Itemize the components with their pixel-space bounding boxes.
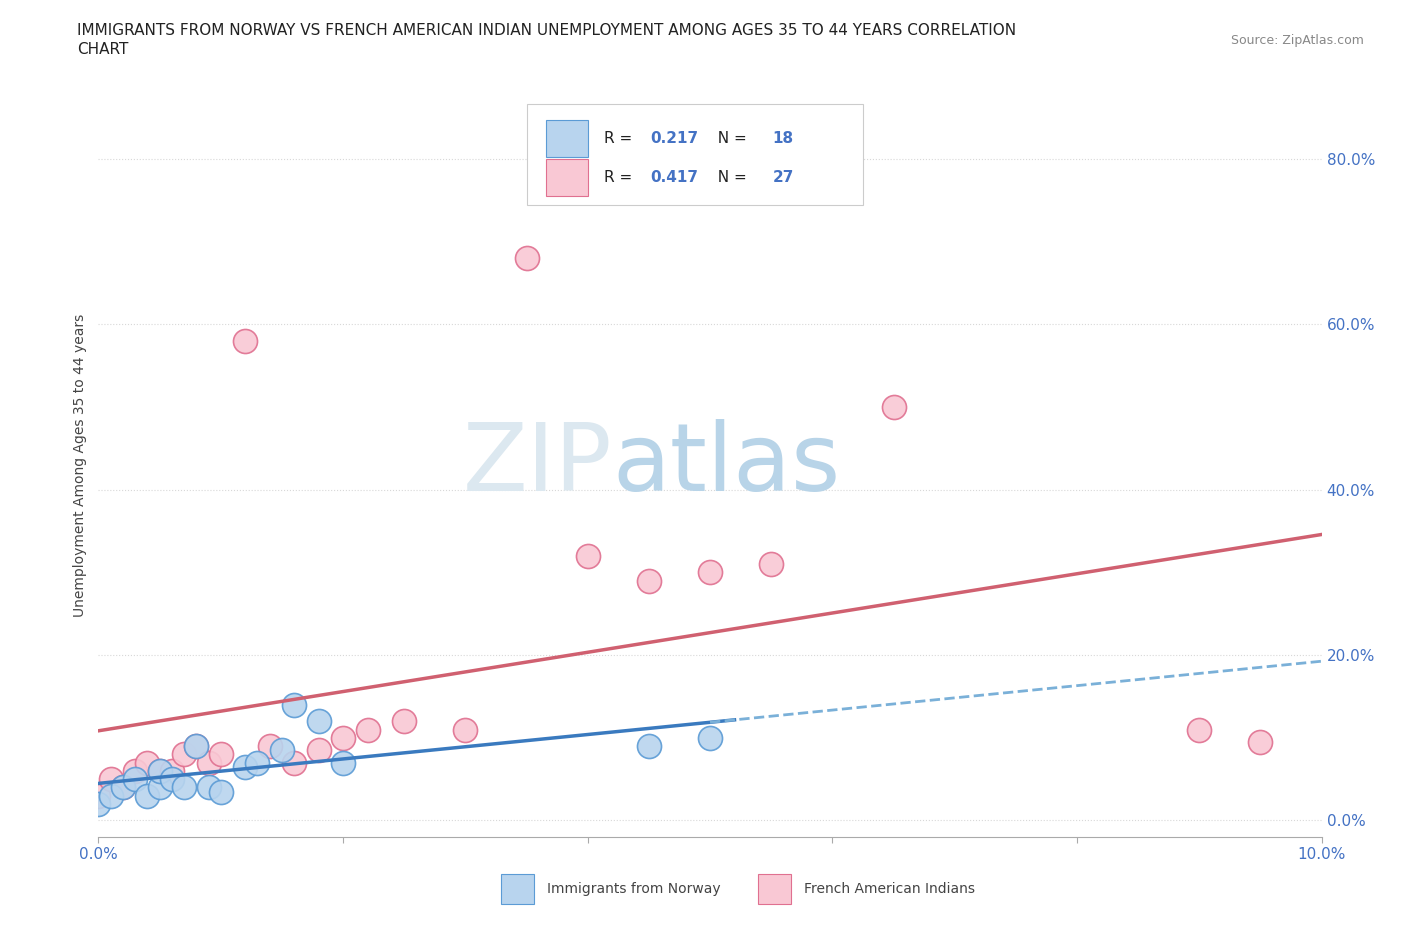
Text: N =: N = xyxy=(707,131,751,146)
Point xyxy=(124,772,146,787)
Point xyxy=(186,738,208,753)
Point xyxy=(332,730,354,745)
Point xyxy=(173,780,195,795)
Point xyxy=(1249,735,1271,750)
Point xyxy=(209,747,232,762)
Text: French American Indians: French American Indians xyxy=(804,882,976,897)
Point xyxy=(100,772,122,787)
Point xyxy=(246,755,269,770)
Point xyxy=(283,755,305,770)
Point xyxy=(233,759,256,774)
Point xyxy=(637,573,661,588)
Point xyxy=(356,722,378,737)
Point xyxy=(87,789,110,804)
Point xyxy=(308,714,330,729)
Point xyxy=(308,743,330,758)
Point xyxy=(576,549,599,564)
Text: 0.417: 0.417 xyxy=(650,170,699,185)
Point xyxy=(149,764,172,778)
Text: R =: R = xyxy=(603,170,637,185)
Text: ZIP: ZIP xyxy=(463,419,612,511)
Text: CHART: CHART xyxy=(77,42,129,57)
Point xyxy=(699,565,721,580)
Point xyxy=(136,789,159,804)
Point xyxy=(160,764,183,778)
Point xyxy=(136,755,159,770)
Text: R =: R = xyxy=(603,131,637,146)
Text: atlas: atlas xyxy=(612,419,841,511)
Point xyxy=(332,755,354,770)
Point xyxy=(759,557,782,572)
Point xyxy=(392,714,416,729)
Point xyxy=(637,738,661,753)
Point xyxy=(160,772,183,787)
Point xyxy=(699,730,721,745)
Y-axis label: Unemployment Among Ages 35 to 44 years: Unemployment Among Ages 35 to 44 years xyxy=(73,313,87,617)
Point xyxy=(454,722,477,737)
Text: Source: ZipAtlas.com: Source: ZipAtlas.com xyxy=(1230,34,1364,47)
FancyBboxPatch shape xyxy=(758,874,790,904)
Point xyxy=(149,764,172,778)
Point xyxy=(149,780,172,795)
FancyBboxPatch shape xyxy=(546,120,588,157)
Point xyxy=(173,747,195,762)
Point xyxy=(197,780,219,795)
Point xyxy=(209,784,232,799)
Point xyxy=(233,334,256,349)
Point xyxy=(197,755,219,770)
Text: N =: N = xyxy=(707,170,751,185)
Text: 27: 27 xyxy=(772,170,794,185)
FancyBboxPatch shape xyxy=(501,874,534,904)
Point xyxy=(283,698,305,712)
Point xyxy=(259,738,281,753)
Point xyxy=(270,743,292,758)
FancyBboxPatch shape xyxy=(526,104,863,205)
FancyBboxPatch shape xyxy=(546,159,588,196)
Point xyxy=(100,789,122,804)
Point xyxy=(516,251,538,266)
Text: 18: 18 xyxy=(772,131,793,146)
Text: 0.217: 0.217 xyxy=(650,131,699,146)
Point xyxy=(883,400,905,415)
Text: Immigrants from Norway: Immigrants from Norway xyxy=(547,882,721,897)
Point xyxy=(124,764,146,778)
Point xyxy=(1188,722,1211,737)
Point xyxy=(87,796,110,811)
Point xyxy=(111,780,134,795)
Text: IMMIGRANTS FROM NORWAY VS FRENCH AMERICAN INDIAN UNEMPLOYMENT AMONG AGES 35 TO 4: IMMIGRANTS FROM NORWAY VS FRENCH AMERICA… xyxy=(77,23,1017,38)
Point xyxy=(111,780,134,795)
Point xyxy=(186,738,208,753)
